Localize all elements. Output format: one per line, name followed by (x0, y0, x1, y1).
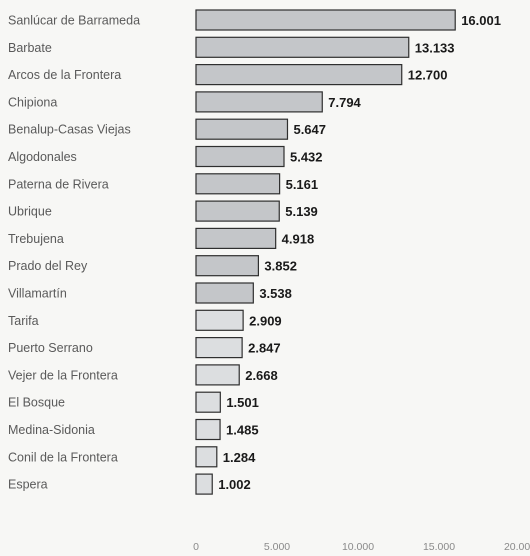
x-tick-label: 15.000 (423, 541, 455, 553)
bar (195, 145, 285, 168)
bar (195, 282, 254, 304)
bar-row: Vejer de la Frontera 2.668 (8, 364, 278, 386)
x-tick-label: 20.000 (504, 541, 530, 553)
bar (195, 446, 218, 468)
value-label: 3.538 (259, 286, 292, 301)
bar-row: Espera 1.002 (8, 473, 251, 495)
category-label: Villamartín (8, 287, 67, 301)
bar-row: Prado del Rey 3.852 (8, 255, 297, 277)
category-label: Puerto Serrano (8, 341, 93, 355)
category-label: Conil de la Frontera (8, 450, 118, 464)
value-label: 2.847 (248, 341, 281, 356)
bar (195, 255, 260, 277)
value-label: 2.909 (249, 313, 282, 328)
bar-row: Medina-Sidonia 1.485 (8, 418, 259, 441)
category-label: Espera (8, 478, 48, 492)
x-tick-label: 10.000 (342, 541, 374, 553)
category-label: Chipiona (8, 95, 57, 109)
value-label: 5.647 (293, 122, 326, 137)
category-label: Tarifa (8, 314, 39, 328)
bar (195, 91, 323, 113)
bar-row: Conil de la Frontera 1.284 (8, 446, 256, 468)
value-label: 2.668 (245, 368, 278, 383)
bar (195, 473, 213, 495)
bar-row: Sanlúcar de Barrameda 16.001 (8, 9, 501, 31)
bar (195, 200, 280, 222)
value-label: 1.485 (226, 423, 259, 438)
bar-row: Chipiona 7.794 (8, 91, 362, 113)
bar (195, 391, 221, 413)
value-label: 7.794 (328, 95, 361, 110)
bar (195, 63, 403, 86)
bar-row: Benalup-Casas Viejas 5.647 (8, 118, 326, 140)
bar-row: El Bosque 1.501 (8, 391, 259, 413)
bar (195, 9, 456, 31)
bar-row: Puerto Serrano 2.847 (8, 337, 281, 359)
chart-rows: Sanlúcar de Barrameda 16.001 Barbate 13.133… (8, 9, 501, 495)
category-label: Barbate (8, 41, 52, 55)
value-label: 5.161 (286, 177, 319, 192)
category-label: Sanlúcar de Barrameda (8, 14, 140, 28)
x-tick-label: 5.000 (264, 541, 290, 553)
value-label: 3.852 (264, 259, 297, 274)
bar (195, 364, 240, 386)
bar-row: Algodonales 5.432 (8, 145, 323, 168)
value-label: 1.501 (226, 395, 259, 410)
category-label: Ubrique (8, 205, 52, 219)
value-label: 5.139 (285, 204, 318, 219)
bar-row: Trebujena 4.918 (8, 227, 315, 249)
category-label: Medina-Sidonia (8, 423, 95, 437)
bar-row: Tarifa 2.909 (8, 309, 282, 331)
bar (195, 418, 221, 441)
bar (195, 309, 244, 331)
bar (195, 36, 410, 58)
value-label: 12.700 (408, 68, 448, 83)
x-tick-label: 0 (193, 541, 199, 553)
category-label: El Bosque (8, 396, 65, 410)
bar (195, 337, 243, 359)
value-label: 16.001 (461, 13, 501, 28)
bar-row: Paterna de Rivera 5.161 (8, 173, 319, 195)
value-label: 13.133 (415, 40, 455, 55)
category-label: Prado del Rey (8, 259, 88, 273)
category-label: Trebujena (8, 232, 64, 246)
category-label: Paterna de Rivera (8, 177, 109, 191)
bar (195, 227, 277, 249)
category-label: Benalup-Casas Viejas (8, 123, 131, 137)
x-axis-ticks: 0 5.000 10.000 15.000 20.000 (193, 541, 530, 553)
bar-row: Arcos de la Frontera 12.700 (8, 63, 448, 86)
value-label: 1.002 (218, 477, 251, 492)
bar-row: Barbate 13.133 (8, 36, 455, 58)
bar-row: Villamartín 3.538 (8, 282, 292, 304)
bar (195, 173, 281, 195)
category-label: Algodonales (8, 150, 77, 164)
bar (195, 118, 289, 140)
category-label: Arcos de la Frontera (8, 68, 121, 82)
value-label: 5.432 (290, 150, 323, 165)
value-label: 4.918 (282, 231, 315, 246)
category-label: Vejer de la Frontera (8, 368, 118, 382)
bar-row: Ubrique 5.139 (8, 200, 318, 222)
value-label: 1.284 (223, 450, 256, 465)
